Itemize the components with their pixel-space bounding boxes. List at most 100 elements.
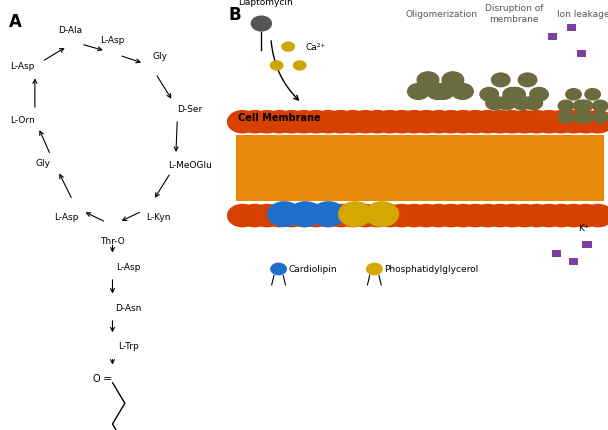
Text: L-MeOGlu: L-MeOGlu <box>168 161 212 170</box>
Circle shape <box>325 204 356 228</box>
Circle shape <box>337 204 368 228</box>
Circle shape <box>545 111 577 134</box>
Circle shape <box>313 111 344 134</box>
Circle shape <box>472 204 503 228</box>
Circle shape <box>582 204 608 228</box>
Circle shape <box>411 204 442 228</box>
Text: B: B <box>229 6 241 24</box>
Circle shape <box>576 112 593 124</box>
Bar <box>569 259 578 266</box>
Circle shape <box>366 263 383 276</box>
Text: Gly: Gly <box>152 52 167 60</box>
Text: L-Asp: L-Asp <box>100 37 125 45</box>
Circle shape <box>423 204 454 228</box>
Text: Ca²⁺: Ca²⁺ <box>305 43 325 52</box>
Circle shape <box>523 96 544 111</box>
Circle shape <box>270 263 287 276</box>
Circle shape <box>485 111 516 134</box>
Circle shape <box>267 202 302 227</box>
Text: L-Kyn: L-Kyn <box>147 213 171 221</box>
Circle shape <box>570 204 601 228</box>
Circle shape <box>570 111 601 134</box>
Text: phosphatidylglycerol 磷脂酰紘油: phosphatidylglycerol 磷脂酰紘油 <box>240 412 402 425</box>
Text: L-Trp: L-Trp <box>118 342 139 350</box>
Bar <box>551 250 561 257</box>
Circle shape <box>252 204 283 228</box>
Circle shape <box>338 202 373 227</box>
Text: A: A <box>9 13 22 31</box>
Circle shape <box>558 100 575 113</box>
Circle shape <box>447 111 479 134</box>
Circle shape <box>264 204 295 228</box>
Circle shape <box>509 204 540 228</box>
Text: Phosphatidylglycerol: Phosphatidylglycerol <box>384 265 478 274</box>
Circle shape <box>313 204 344 228</box>
Circle shape <box>276 111 307 134</box>
Circle shape <box>288 204 320 228</box>
Circle shape <box>411 111 442 134</box>
Circle shape <box>582 111 608 134</box>
Circle shape <box>485 204 516 228</box>
Circle shape <box>398 111 430 134</box>
Circle shape <box>227 111 258 134</box>
Text: D-Ser: D-Ser <box>178 105 202 114</box>
Circle shape <box>250 16 272 33</box>
Circle shape <box>362 204 393 228</box>
Circle shape <box>325 111 356 134</box>
Circle shape <box>521 204 553 228</box>
Circle shape <box>435 204 466 228</box>
Circle shape <box>479 88 499 103</box>
Circle shape <box>491 73 511 88</box>
Circle shape <box>407 83 430 101</box>
Circle shape <box>300 204 332 228</box>
Circle shape <box>497 96 516 111</box>
Circle shape <box>300 111 332 134</box>
Circle shape <box>533 204 565 228</box>
Bar <box>237 135 604 202</box>
Circle shape <box>565 89 582 101</box>
Circle shape <box>423 111 454 134</box>
Text: Cell Membrane: Cell Membrane <box>238 112 321 123</box>
Circle shape <box>584 89 601 101</box>
Circle shape <box>270 61 283 71</box>
Circle shape <box>573 112 590 124</box>
Circle shape <box>362 111 393 134</box>
Text: L-Asp: L-Asp <box>116 262 140 271</box>
Circle shape <box>558 112 575 124</box>
Circle shape <box>416 72 440 89</box>
Bar <box>576 51 586 58</box>
Text: Gly: Gly <box>35 159 50 168</box>
Circle shape <box>288 111 320 134</box>
Circle shape <box>533 111 565 134</box>
Circle shape <box>282 42 295 53</box>
Circle shape <box>576 100 593 113</box>
Text: D-Asn: D-Asn <box>115 303 142 312</box>
Text: Daptomycin: Daptomycin <box>238 0 292 7</box>
Circle shape <box>485 96 505 111</box>
Circle shape <box>558 204 589 228</box>
Circle shape <box>365 202 399 227</box>
Circle shape <box>350 204 381 228</box>
Circle shape <box>497 111 528 134</box>
Text: Thr-O: Thr-O <box>100 237 125 245</box>
Circle shape <box>558 111 589 134</box>
Text: D-Ala: D-Ala <box>58 26 82 34</box>
Circle shape <box>374 204 406 228</box>
Circle shape <box>573 100 590 113</box>
Circle shape <box>252 111 283 134</box>
Text: O: O <box>93 373 100 384</box>
Circle shape <box>386 111 418 134</box>
Text: Cardiolipin: Cardiolipin <box>288 265 337 274</box>
Circle shape <box>264 111 295 134</box>
Text: cardiolipin 心磷脂: cardiolipin 心磷脂 <box>240 385 326 398</box>
Circle shape <box>239 111 271 134</box>
Circle shape <box>460 204 491 228</box>
Text: L-Asp: L-Asp <box>54 213 78 221</box>
Circle shape <box>529 88 549 103</box>
Circle shape <box>276 204 307 228</box>
Circle shape <box>506 88 526 103</box>
Bar <box>582 241 592 249</box>
Circle shape <box>592 112 608 124</box>
Text: L-Asp: L-Asp <box>10 62 35 71</box>
Text: Disruption of
membrane: Disruption of membrane <box>485 4 544 24</box>
